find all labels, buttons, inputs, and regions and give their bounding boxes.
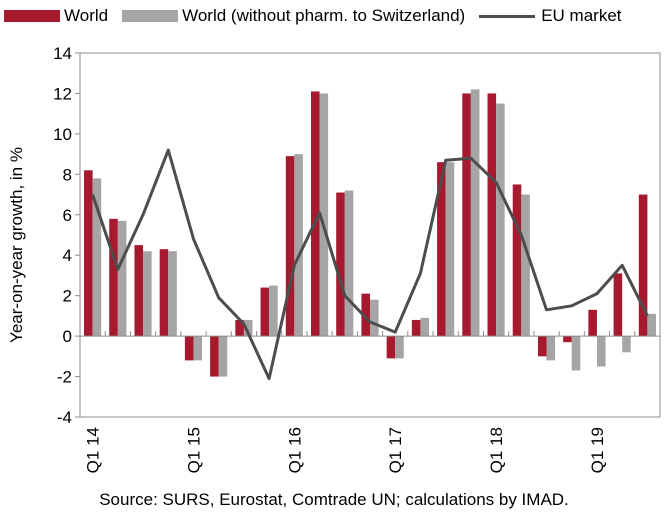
bar-world [159, 249, 169, 337]
legend-item-world: World [4, 6, 108, 26]
bar-world [260, 287, 270, 337]
bar-world-without-pharm [243, 319, 253, 337]
x-tick-label: Q1 16 [285, 427, 304, 473]
bar-world-without-pharm [269, 285, 278, 337]
source-note: Source: SURS, Eurostat, Comtrade UN; cal… [99, 490, 569, 509]
legend-swatch-world-without-pharm [122, 10, 179, 22]
bar-world [563, 336, 572, 343]
bar-world-without-pharm [521, 194, 530, 337]
bar-world-without-pharm [546, 336, 556, 361]
y-tick-label: 12 [53, 84, 72, 103]
bar-world [184, 336, 194, 361]
bar-world [638, 194, 648, 337]
x-tick-label: Q1 15 [184, 427, 203, 473]
bar-world-without-pharm [571, 336, 581, 371]
bar-world-without-pharm [168, 251, 177, 337]
y-tick-label: 0 [63, 327, 72, 346]
x-tick-label: Q1 14 [84, 427, 103, 473]
bar-world-without-pharm [117, 220, 127, 337]
bar-world [210, 336, 219, 377]
legend-label-world: World [64, 6, 109, 25]
bar-world-without-pharm [193, 336, 203, 361]
y-tick-label: 10 [53, 125, 72, 144]
bar-world-without-pharm [344, 190, 354, 337]
bar-world [613, 273, 623, 337]
bar-world [310, 91, 320, 337]
bar-world [336, 192, 345, 337]
bar-world-without-pharm [420, 317, 430, 337]
bar-world [487, 93, 497, 337]
y-tick-label: 4 [63, 246, 72, 265]
bar-world [537, 336, 547, 357]
bar-world-without-pharm [496, 103, 505, 337]
bar-world [462, 93, 471, 337]
bar-world [361, 293, 370, 337]
line-eu-market [91, 148, 649, 381]
y-tick-label: -2 [57, 368, 72, 387]
bar-world-without-pharm [596, 336, 606, 367]
plot-area-border [79, 52, 661, 418]
legend-item-world-without-pharm: World (without pharm. to Switzerland) [122, 6, 465, 26]
bar-world-without-pharm [395, 336, 404, 359]
bar-world-without-pharm [294, 154, 303, 337]
y-tick-label: 8 [63, 165, 72, 184]
bar-world [235, 319, 244, 337]
y-axis-title: Year-on-year growth, in % [7, 147, 26, 343]
legend-swatch-eu-market [479, 14, 536, 18]
bar-world [109, 218, 118, 337]
bar-world [411, 319, 421, 337]
bar-world [285, 156, 295, 337]
bar-world [84, 170, 93, 337]
y-tick-label: 2 [63, 287, 72, 306]
y-tick-label: 14 [53, 44, 72, 63]
bar-world-without-pharm [622, 336, 631, 353]
x-tick-label: Q1 17 [386, 427, 405, 473]
bar-world [512, 184, 522, 337]
bar-world-without-pharm [445, 162, 455, 337]
bar-world-without-pharm [143, 251, 152, 337]
bar-world-without-pharm [470, 89, 480, 337]
bar-world-without-pharm [218, 336, 228, 377]
bar-world-without-pharm [370, 299, 379, 337]
y-tick-label: -4 [57, 408, 72, 427]
bar-world-without-pharm [92, 178, 102, 337]
legend-label-eu-market: EU market [541, 6, 622, 25]
bar-world [134, 245, 144, 337]
legend-swatch-world [4, 10, 60, 22]
legend-label-world-without-pharm: World (without pharm. to Switzerland) [182, 6, 466, 25]
legend: World World (without pharm. to Switzerla… [4, 6, 636, 26]
bar-world [437, 162, 446, 337]
bar-world [588, 309, 597, 337]
bar-world-without-pharm [647, 313, 656, 337]
y-tick-label: 6 [63, 206, 72, 225]
x-tick-label: Q1 19 [588, 427, 607, 473]
x-tick-label: Q1 18 [487, 427, 506, 473]
bar-world-without-pharm [319, 93, 329, 337]
legend-item-eu-market: EU market [479, 6, 622, 26]
bar-world [386, 336, 396, 359]
